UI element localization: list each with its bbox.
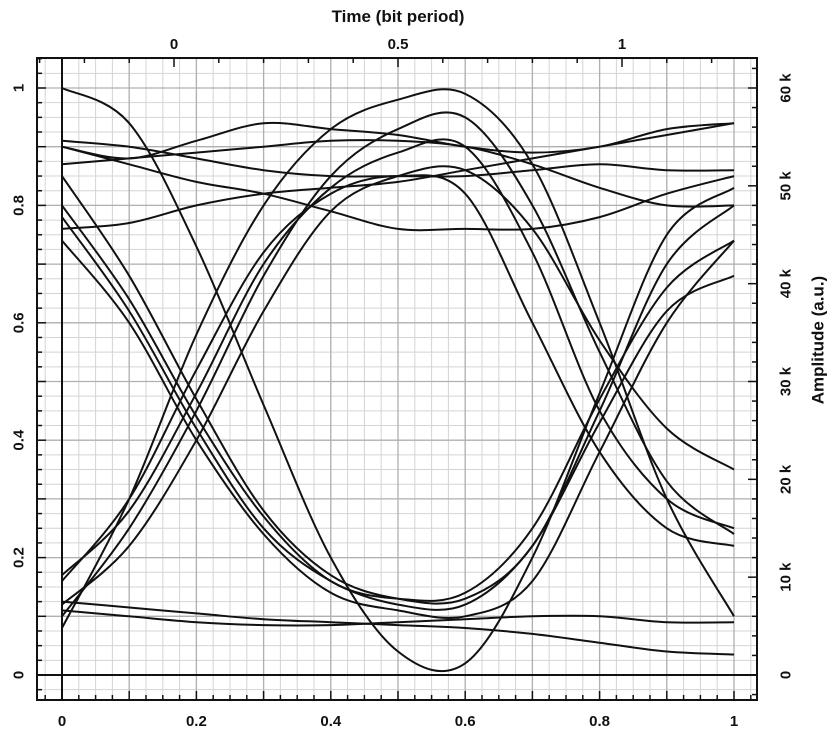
- right-y-tick-label: 40 k: [778, 268, 795, 298]
- trace-line-3: [61, 121, 735, 160]
- y-tick-label: 0: [11, 671, 28, 679]
- y-tick-label: 0.8: [11, 195, 28, 216]
- trace-line-11: [61, 239, 735, 619]
- x-tick-label: 0.2: [186, 713, 207, 730]
- plot-frame: [36, 57, 758, 701]
- trace-line-7: [61, 122, 735, 230]
- top-axis-title: Time (bit period): [332, 7, 465, 26]
- right-y-tick-label: 30 k: [778, 366, 795, 396]
- right-axis-title: Amplitude (a.u.): [809, 276, 828, 404]
- y-tick-label: 0.4: [11, 429, 28, 451]
- x-tick-label: 0.6: [455, 713, 476, 730]
- right-y-tick-label: 60 k: [778, 73, 795, 103]
- trace-line-17: [61, 609, 735, 627]
- top-x-tick-label: 1: [618, 36, 626, 53]
- trace-line-15: [61, 165, 735, 606]
- right-y-tick-label: 0: [778, 671, 795, 679]
- trace-line-1: [61, 87, 735, 673]
- trace-line-5: [61, 139, 735, 208]
- x-tick-label: 0: [58, 713, 66, 730]
- trace-line-14: [61, 111, 735, 617]
- right-y-tick-label: 10 k: [778, 562, 795, 592]
- right-y-tick-label: 20 k: [778, 464, 795, 494]
- top-x-tick-label: 0.5: [388, 36, 409, 53]
- x-tick-label: 0.8: [589, 713, 610, 730]
- trace-line-13: [61, 138, 735, 576]
- right-y-tick-label: 50 k: [778, 171, 795, 201]
- tick-group: 0 0.2 0.4 0.6 0.8 1 0 0.2 0.4 0.6 0.8 1 0 0.5 1 0 10 k 20…: [11, 36, 795, 730]
- trace-line-9: [61, 204, 735, 602]
- y-tick-label: 0.6: [11, 312, 28, 333]
- frame-border: [36, 57, 758, 701]
- trace-line-16: [61, 600, 735, 656]
- x-tick-label: 1: [730, 713, 738, 730]
- x-tick-label: 0.4: [320, 713, 342, 730]
- trace-group: [61, 87, 735, 673]
- top-x-tick-label: 0: [170, 36, 178, 53]
- y-tick-label: 0.2: [11, 547, 28, 568]
- trace-line-6: [61, 145, 735, 232]
- y-tick-label: 1: [11, 84, 28, 92]
